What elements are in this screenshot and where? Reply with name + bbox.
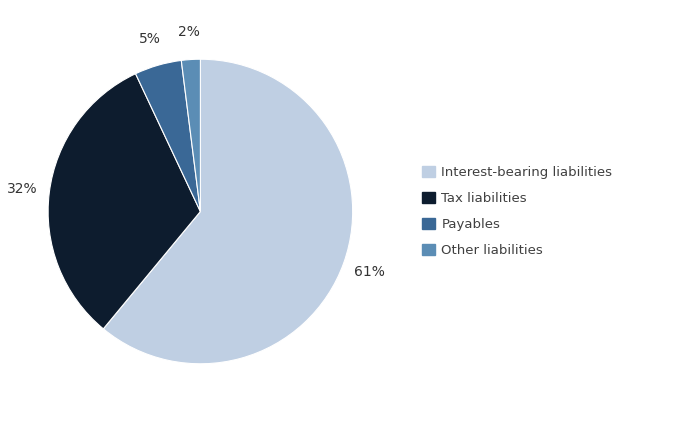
Wedge shape (48, 74, 200, 329)
Wedge shape (135, 60, 200, 212)
Text: 5%: 5% (140, 32, 161, 46)
Wedge shape (181, 59, 200, 212)
Legend: Interest-bearing liabilities, Tax liabilities, Payables, Other liabilities: Interest-bearing liabilities, Tax liabil… (417, 160, 618, 263)
Text: 32%: 32% (7, 182, 37, 196)
Text: 2%: 2% (178, 25, 200, 39)
Wedge shape (104, 59, 352, 364)
Text: 61%: 61% (354, 265, 385, 279)
